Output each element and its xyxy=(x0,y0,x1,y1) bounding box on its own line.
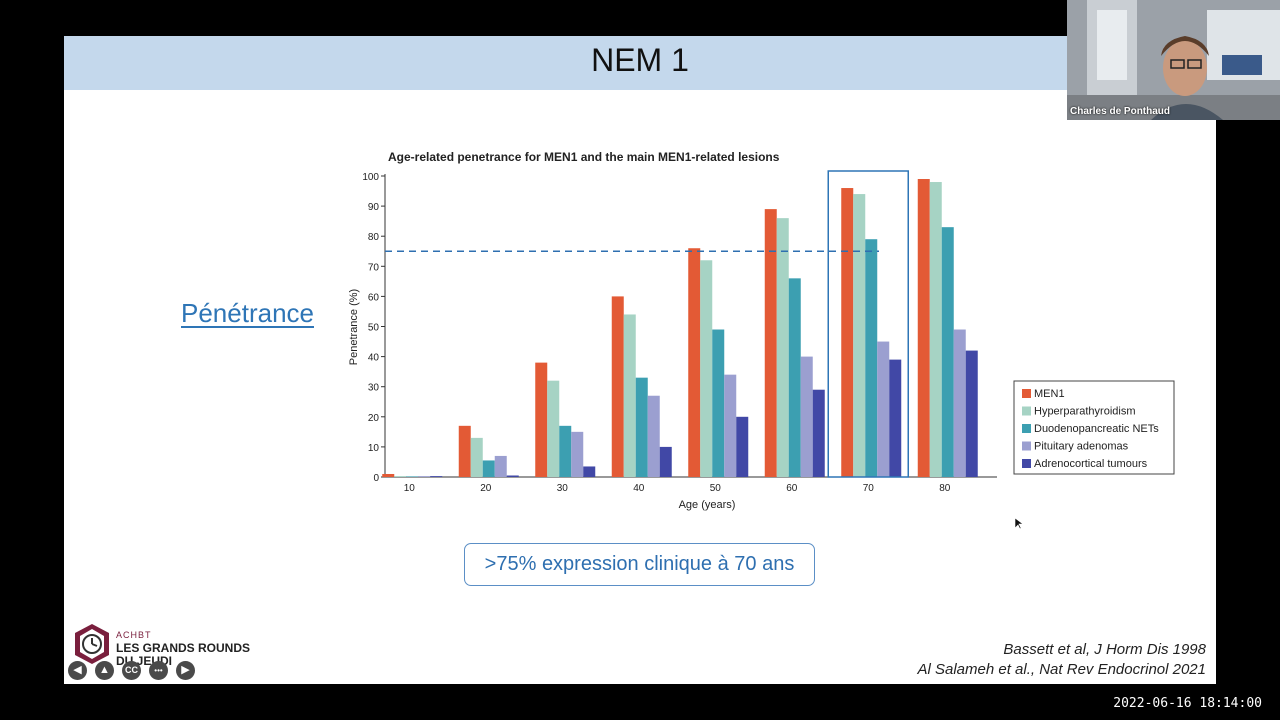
bar xyxy=(635,377,648,477)
legend-swatch xyxy=(1022,441,1031,451)
y-tick-label: 20 xyxy=(368,413,380,424)
x-tick-label: 20 xyxy=(480,483,492,494)
penetrance-heading: Pénétrance xyxy=(181,298,314,328)
bar xyxy=(547,380,560,477)
bar xyxy=(688,248,701,477)
bar xyxy=(559,425,572,477)
slide: NEM 1 Pénétrance Age-related penetrance … xyxy=(64,36,1216,684)
bar xyxy=(917,179,930,477)
more-icon[interactable]: ••• xyxy=(149,661,168,680)
legend-swatch xyxy=(1022,389,1031,398)
y-tick-label: 40 xyxy=(368,353,380,364)
penetrance-chart: Age-related penetrance for MEN1 and the … xyxy=(348,150,1175,511)
highlight-box xyxy=(827,170,909,478)
bar xyxy=(941,227,954,477)
y-tick-label: 30 xyxy=(368,383,380,394)
legend-label: Hyperparathyroidism xyxy=(1034,406,1135,418)
logo-emblem-icon xyxy=(75,624,109,664)
x-tick-label: 10 xyxy=(404,483,416,494)
chart-title: Age-related penetrance for MEN1 and the … xyxy=(388,150,780,164)
bar xyxy=(571,431,584,477)
legend-box xyxy=(1013,380,1175,475)
y-tick-label: 100 xyxy=(362,172,379,183)
back-icon[interactable]: ◀ xyxy=(68,661,87,680)
x-tick-label: 60 xyxy=(786,483,798,494)
legend-label: MEN1 xyxy=(1034,388,1065,400)
recording-timestamp: 2022-06-16 18:14:00 xyxy=(1113,696,1262,711)
bar xyxy=(394,476,407,477)
legend-label: Pituitary adenomas xyxy=(1034,441,1129,453)
citation-1: Bassett et al, J Horm Dis 1998 xyxy=(1003,641,1206,658)
slide-title: NEM 1 xyxy=(591,42,689,78)
bar xyxy=(877,341,890,477)
x-tick-label: 50 xyxy=(710,483,722,494)
bar xyxy=(623,314,636,477)
bar xyxy=(659,446,672,477)
legend-swatch xyxy=(1022,424,1031,433)
bar xyxy=(470,437,483,477)
legend-swatch xyxy=(1022,459,1031,468)
bar xyxy=(724,374,737,477)
citation-2: Al Salameh et al., Nat Rev Endocrinol 20… xyxy=(917,661,1207,678)
y-tick-label: 50 xyxy=(368,323,380,334)
y-axis-label: Penetrance (%) xyxy=(348,289,360,365)
bar xyxy=(853,194,866,477)
bar xyxy=(506,475,519,477)
bar xyxy=(700,260,713,477)
y-tick-label: 0 xyxy=(373,473,379,484)
pointer-icon[interactable]: ▲ xyxy=(95,661,114,680)
bar xyxy=(965,350,978,477)
x-axis-label: Age (years) xyxy=(679,499,736,511)
webcam-video-icon xyxy=(1067,0,1280,120)
speaker-name: Charles de Ponthaud xyxy=(1070,106,1171,117)
grands-rounds-logo: ACHBT LES GRANDS ROUNDS DU JEUDI xyxy=(70,620,260,684)
bar xyxy=(712,329,725,477)
x-tick-label: 70 xyxy=(863,483,875,494)
mouse-cursor-icon xyxy=(1015,518,1023,530)
x-tick-label: 30 xyxy=(557,483,569,494)
bar xyxy=(788,278,801,477)
bar xyxy=(953,329,966,477)
bar xyxy=(841,188,854,478)
bar xyxy=(406,476,419,477)
presentation-controls: ◀ ▲ CC ••• ▶ xyxy=(68,661,195,680)
legend-label: Duodenopancreatic NETs xyxy=(1034,423,1159,435)
bar xyxy=(382,473,395,477)
speaker-webcam: Charles de Ponthaud xyxy=(1067,0,1280,120)
bar xyxy=(611,296,624,477)
y-tick-label: 60 xyxy=(368,292,380,303)
bar xyxy=(889,359,902,477)
x-tick-label: 40 xyxy=(633,483,645,494)
logo-small-text: ACHBT xyxy=(116,630,152,640)
y-tick-label: 80 xyxy=(368,232,380,243)
bar xyxy=(800,356,813,477)
callout-box: >75% expression clinique à 70 ans xyxy=(464,543,815,586)
x-tick-label: 80 xyxy=(939,483,951,494)
closed-captions-icon[interactable]: CC xyxy=(122,661,141,680)
bar xyxy=(494,455,507,477)
bar xyxy=(865,239,878,477)
y-tick-label: 10 xyxy=(368,443,380,454)
title-bar: NEM 1 xyxy=(64,36,1216,90)
bar xyxy=(458,425,471,477)
y-tick-label: 70 xyxy=(368,262,380,273)
bar xyxy=(736,416,749,477)
legend-swatch xyxy=(1022,406,1031,416)
bar xyxy=(430,476,443,477)
bar xyxy=(535,362,548,477)
forward-icon[interactable]: ▶ xyxy=(176,661,195,680)
bar xyxy=(482,460,495,477)
bar xyxy=(776,218,789,477)
y-tick-label: 90 xyxy=(368,202,380,213)
bar xyxy=(764,209,777,478)
bar xyxy=(812,389,825,477)
legend-label: Adrenocortical tumours xyxy=(1034,458,1148,470)
bar xyxy=(647,395,660,477)
bar xyxy=(583,466,596,477)
bar xyxy=(929,182,942,477)
callout-text: >75% expression clinique à 70 ans xyxy=(484,553,795,575)
bar xyxy=(418,476,431,477)
